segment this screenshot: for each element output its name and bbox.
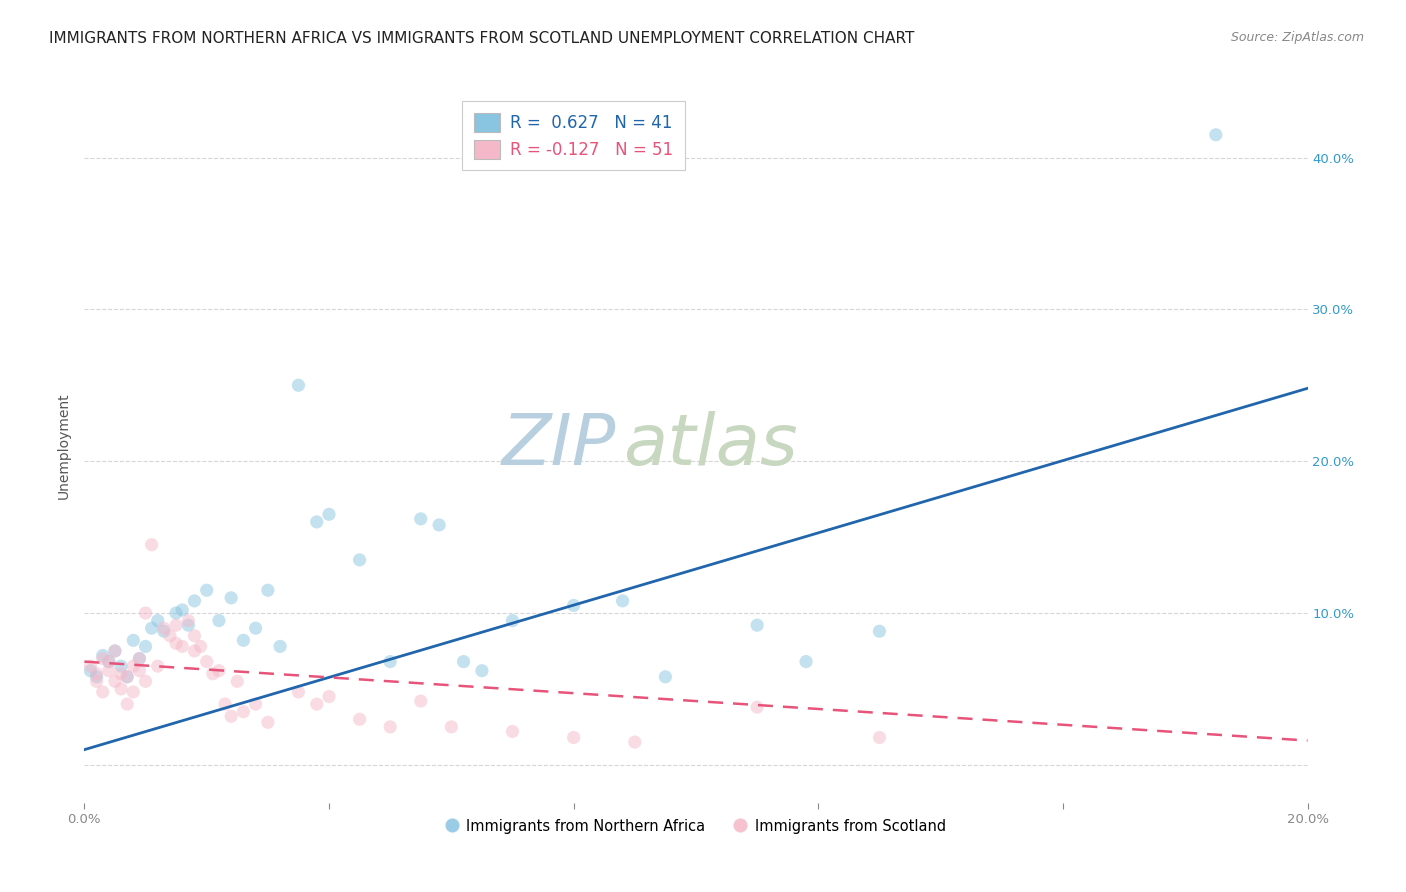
Point xyxy=(122,633,145,648)
Point xyxy=(869,624,891,639)
Point xyxy=(380,655,402,669)
Point xyxy=(794,655,817,669)
Point xyxy=(257,583,280,598)
Point xyxy=(208,614,231,628)
Point xyxy=(79,659,101,673)
Point xyxy=(172,640,194,654)
Point xyxy=(219,591,242,605)
Point xyxy=(287,378,309,392)
Point xyxy=(183,594,205,608)
Point xyxy=(115,670,138,684)
Point xyxy=(562,731,585,745)
Point xyxy=(86,670,108,684)
Point xyxy=(177,618,200,632)
Point xyxy=(747,700,769,714)
Text: ZIP: ZIP xyxy=(502,411,616,481)
Point xyxy=(440,720,463,734)
Point xyxy=(122,659,145,673)
Point xyxy=(146,614,169,628)
Point xyxy=(97,655,120,669)
Point xyxy=(502,614,524,628)
Point xyxy=(141,538,163,552)
Point xyxy=(91,648,114,663)
Point xyxy=(232,633,254,648)
Point xyxy=(110,681,132,696)
Y-axis label: Unemployment: Unemployment xyxy=(58,392,72,500)
Point xyxy=(208,664,231,678)
Point xyxy=(104,644,127,658)
Point xyxy=(409,694,432,708)
Point xyxy=(624,735,647,749)
Point xyxy=(427,518,450,533)
Point xyxy=(612,594,634,608)
Point xyxy=(91,685,114,699)
Text: IMMIGRANTS FROM NORTHERN AFRICA VS IMMIGRANTS FROM SCOTLAND UNEMPLOYMENT CORRELA: IMMIGRANTS FROM NORTHERN AFRICA VS IMMIG… xyxy=(49,31,914,46)
Point xyxy=(305,515,328,529)
Point xyxy=(135,674,157,689)
Point xyxy=(747,618,769,632)
Point xyxy=(172,603,194,617)
Point xyxy=(257,715,280,730)
Point xyxy=(97,655,120,669)
Point xyxy=(86,674,108,689)
Point xyxy=(110,666,132,681)
Point xyxy=(318,508,340,522)
Point xyxy=(141,621,163,635)
Point xyxy=(214,697,236,711)
Point xyxy=(287,685,309,699)
Point xyxy=(128,651,150,665)
Point xyxy=(165,606,187,620)
Point xyxy=(122,685,145,699)
Point xyxy=(115,697,138,711)
Point xyxy=(153,621,176,635)
Point xyxy=(453,655,475,669)
Point xyxy=(869,731,891,745)
Point xyxy=(562,599,585,613)
Point xyxy=(654,670,676,684)
Point xyxy=(269,640,291,654)
Legend: Immigrants from Northern Africa, Immigrants from Scotland: Immigrants from Northern Africa, Immigra… xyxy=(440,814,952,839)
Point xyxy=(177,614,200,628)
Point xyxy=(471,664,494,678)
Point xyxy=(97,664,120,678)
Point xyxy=(305,697,328,711)
Point xyxy=(165,618,187,632)
Point xyxy=(1205,128,1227,142)
Point xyxy=(409,512,432,526)
Point xyxy=(245,621,267,635)
Point xyxy=(165,636,187,650)
Point xyxy=(195,583,218,598)
Point xyxy=(219,709,242,723)
Point xyxy=(245,697,267,711)
Point xyxy=(190,640,212,654)
Point xyxy=(91,651,114,665)
Point xyxy=(146,659,169,673)
Point xyxy=(110,659,132,673)
Point xyxy=(104,644,127,658)
Text: atlas: atlas xyxy=(623,411,797,481)
Point xyxy=(159,629,181,643)
Point xyxy=(183,644,205,658)
Point xyxy=(226,674,249,689)
Point xyxy=(79,664,101,678)
Point xyxy=(128,664,150,678)
Point xyxy=(183,629,205,643)
Point xyxy=(104,674,127,689)
Point xyxy=(349,553,371,567)
Point xyxy=(349,712,371,726)
Point xyxy=(318,690,340,704)
Text: Source: ZipAtlas.com: Source: ZipAtlas.com xyxy=(1230,31,1364,45)
Point xyxy=(153,624,176,639)
Point xyxy=(502,724,524,739)
Point xyxy=(201,666,224,681)
Point xyxy=(195,655,218,669)
Point xyxy=(232,705,254,719)
Point xyxy=(380,720,402,734)
Point xyxy=(128,651,150,665)
Point xyxy=(135,640,157,654)
Point xyxy=(86,666,108,681)
Point xyxy=(135,606,157,620)
Point xyxy=(115,670,138,684)
